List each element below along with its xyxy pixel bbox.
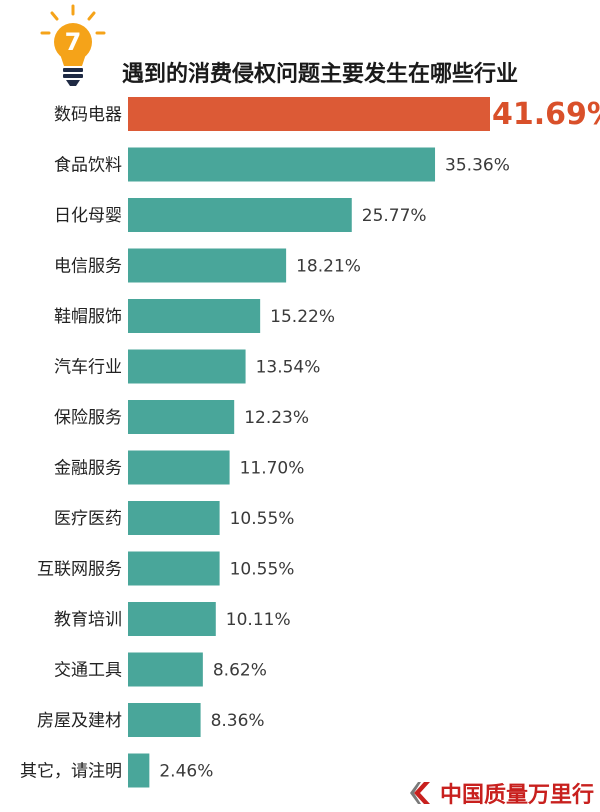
category-label: 金融服务 <box>54 459 122 479</box>
category-label: 交通工具 <box>54 661 122 681</box>
category-label: 医疗医药 <box>54 509 122 529</box>
bar-10 <box>128 551 220 586</box>
category-label: 其它，请注明 <box>20 762 122 782</box>
value-label: 35.36% <box>445 156 510 176</box>
value-label: 10.55% <box>230 560 295 580</box>
value-label: 41.69% <box>492 97 600 132</box>
brand-chevron-icon <box>409 782 430 804</box>
bar-11 <box>128 602 216 636</box>
value-label: 25.77% <box>362 206 427 226</box>
value-label: 15.22% <box>270 307 335 327</box>
category-label: 电信服务 <box>54 257 122 277</box>
value-label: 11.70% <box>240 459 305 479</box>
value-label: 10.55% <box>230 509 295 529</box>
chart-title: 遇到的消费侵权问题主要发生在哪些行业 <box>122 62 519 87</box>
category-label: 汽车行业 <box>54 358 122 378</box>
brand-logo-text: 中国质量万里行 <box>439 782 594 808</box>
category-label: 鞋帽服饰 <box>54 307 122 327</box>
bar-3 <box>128 198 352 232</box>
bar-8 <box>128 450 230 485</box>
bar-5 <box>128 299 261 333</box>
bar-6 <box>128 349 246 384</box>
bar-7 <box>128 400 235 434</box>
bar-1 <box>128 97 490 131</box>
chart-header: 7 遇到的消费侵权问题主要发生在哪些行业 <box>0 0 600 92</box>
value-label: 13.54% <box>256 358 321 378</box>
bar-12 <box>128 652 203 687</box>
category-label: 保险服务 <box>54 408 122 428</box>
bar-2 <box>128 147 436 182</box>
value-label: 8.62% <box>213 661 267 681</box>
category-label: 房屋及建材 <box>37 711 122 731</box>
bar-9 <box>128 501 220 535</box>
badge-number: 7 <box>64 28 82 56</box>
category-label: 互联网服务 <box>37 560 122 580</box>
bar-13 <box>128 703 201 737</box>
category-label: 食品饮料 <box>54 156 122 176</box>
value-label: 12.23% <box>244 408 309 428</box>
bar-4 <box>128 248 287 283</box>
category-label: 数码电器 <box>54 105 122 125</box>
value-label: 2.46% <box>159 762 213 782</box>
category-label: 日化母婴 <box>54 206 122 226</box>
value-label: 10.11% <box>226 610 291 630</box>
brand-logo: 中国质量万里行 <box>408 778 594 808</box>
value-label: 8.36% <box>211 711 265 731</box>
lightbulb-icon <box>40 4 106 86</box>
category-label: 教育培训 <box>54 610 122 630</box>
value-label: 18.21% <box>296 257 361 277</box>
bar-14 <box>128 753 150 788</box>
